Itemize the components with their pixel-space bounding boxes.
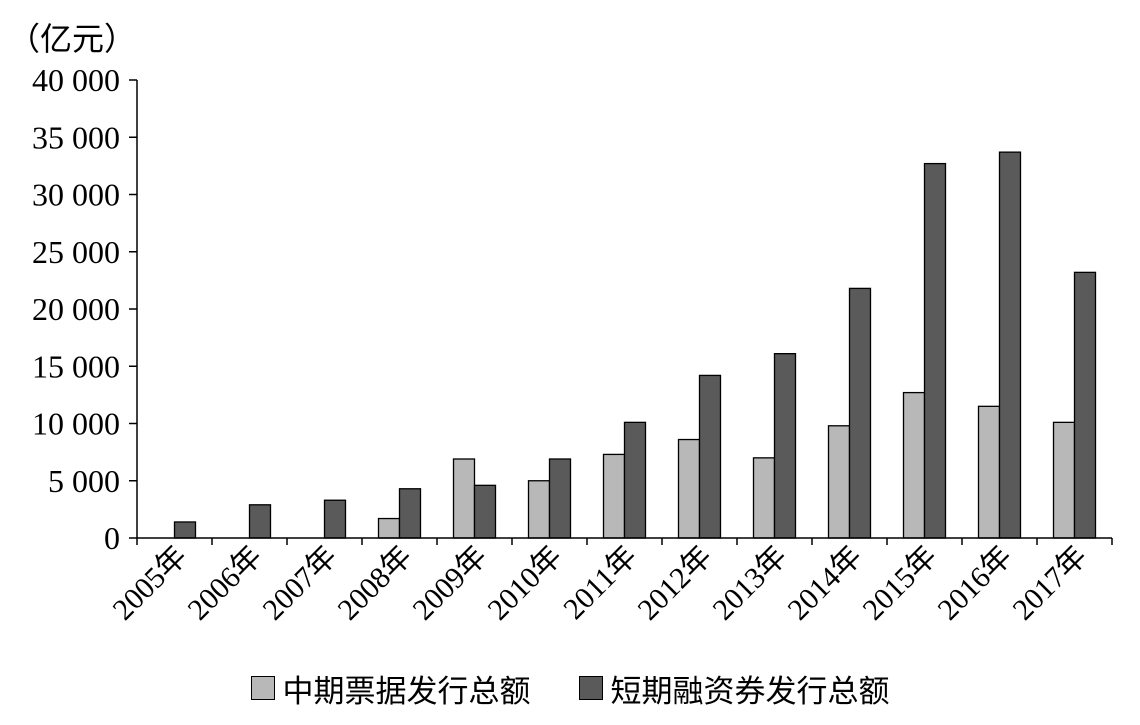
x-tick-label: 2011年 <box>557 540 643 626</box>
bar-series-1 <box>752 457 776 539</box>
x-tick-label: 2009年 <box>406 540 493 627</box>
x-tick-label: 2010年 <box>481 540 568 627</box>
bar-series-1 <box>902 391 926 539</box>
legend: 中期票据发行总额 短期融资券发行总额 <box>0 666 1140 710</box>
bar-series-2 <box>848 287 872 539</box>
bar-series-1 <box>527 480 551 539</box>
x-axis: 2005年2006年2007年2008年2009年2010年2011年2012年… <box>106 537 1113 627</box>
x-tick-label: 2016年 <box>931 540 1018 627</box>
bar-series-2 <box>923 162 947 539</box>
bar-series-2 <box>1073 271 1097 539</box>
bar-series-2 <box>698 374 722 539</box>
bar-series-1 <box>452 458 476 539</box>
y-tick-label: 0 <box>104 520 120 556</box>
bar-series-1 <box>677 438 701 539</box>
bar-series-2 <box>473 484 497 539</box>
bar-series-2 <box>623 421 647 539</box>
bar-series-1 <box>377 517 401 539</box>
y-tick-label: 15 000 <box>32 348 120 384</box>
y-tick-label: 10 000 <box>32 406 120 442</box>
y-tick-label: 20 000 <box>32 291 120 327</box>
y-tick-label: 35 000 <box>32 119 120 155</box>
y-unit-label: （亿元） <box>8 21 136 57</box>
bar-series-1 <box>977 405 1001 539</box>
legend-swatch-series-1 <box>250 676 275 700</box>
x-tick-label: 2013年 <box>706 540 793 627</box>
bar-series-1 <box>827 425 851 539</box>
bar-series-2 <box>173 521 197 539</box>
bar-series-2 <box>998 151 1022 539</box>
bar-series-1 <box>602 453 626 539</box>
legend-swatch-series-2 <box>578 676 603 700</box>
bar-series-2 <box>323 499 347 539</box>
y-tick-label: 25 000 <box>32 234 120 270</box>
legend-item-series-1: 中期票据发行总额 <box>250 666 531 711</box>
x-tick-label: 2008年 <box>331 540 418 627</box>
bars <box>173 151 1097 539</box>
x-tick-label: 2015年 <box>856 540 943 627</box>
bar-series-2 <box>248 504 272 539</box>
bar-series-2 <box>548 458 572 539</box>
x-tick-label: 2012年 <box>631 540 718 627</box>
bar-series-1 <box>1052 421 1076 539</box>
x-tick-label: 2007年 <box>256 540 343 627</box>
legend-label-series-1: 中期票据发行总额 <box>282 673 531 710</box>
x-tick-label: 2017年 <box>1006 540 1093 627</box>
y-axis: 0 5 000 10 000 15 000 20 000 25 000 30 000 35 0… <box>32 62 138 556</box>
bar-series-2 <box>398 488 422 539</box>
bar-series-2 <box>773 353 797 539</box>
x-tick-label: 2006年 <box>181 540 268 627</box>
legend-label-series-2: 短期融资券发行总额 <box>610 673 890 710</box>
y-tick-label: 30 000 <box>32 177 120 213</box>
y-tick-label: 40 000 <box>32 62 120 98</box>
x-tick-label: 2014年 <box>781 540 868 627</box>
legend-item-series-2: 短期融资券发行总额 <box>578 666 890 711</box>
y-tick-label: 5 000 <box>48 463 120 499</box>
